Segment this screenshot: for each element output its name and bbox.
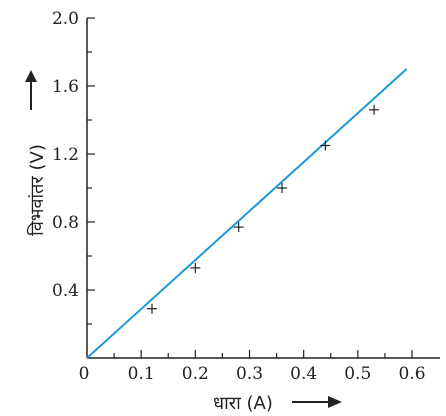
axes <box>86 18 440 359</box>
data-point <box>190 262 201 273</box>
y-tick-label: 0.8 <box>52 213 79 233</box>
y-axis-title: विभवांतर (V) <box>26 144 48 236</box>
x-tick-label: 0.5 <box>344 364 371 384</box>
data-point <box>369 104 380 115</box>
x-tick-label: 0.6 <box>398 364 425 384</box>
x-axis-arrowhead-icon <box>328 396 342 408</box>
y-axis-title-group: विभवांतर (V) <box>25 70 48 236</box>
data-point <box>320 140 331 151</box>
data-point <box>233 222 244 233</box>
x-tick-label: 0.3 <box>236 364 263 384</box>
x-axis-title-group: धारा (A) <box>213 393 342 414</box>
series <box>86 68 408 359</box>
x-tick-label: 0 <box>79 364 90 384</box>
x-tick-label: 0.1 <box>128 364 155 384</box>
y-tick-label: 0.4 <box>52 281 79 301</box>
y-axis-arrowhead-icon <box>25 70 37 82</box>
ticks <box>87 17 413 358</box>
x-tick-label: 0.4 <box>290 364 317 384</box>
y-tick-label: 1.6 <box>52 77 79 97</box>
data-point <box>277 183 287 193</box>
tick-labels: 0.4 0.8 1.2 1.6 2.0 0 0.1 0.2 0.3 0.4 0.5 0.6 <box>52 9 426 384</box>
data-point <box>147 303 157 314</box>
y-tick-label: 1.2 <box>52 145 79 165</box>
x-axis-title: धारा (A) <box>213 393 273 414</box>
best-fit-line <box>86 68 408 359</box>
y-tick-label: 2.0 <box>52 9 79 29</box>
x-tick-label: 0.2 <box>182 364 209 384</box>
